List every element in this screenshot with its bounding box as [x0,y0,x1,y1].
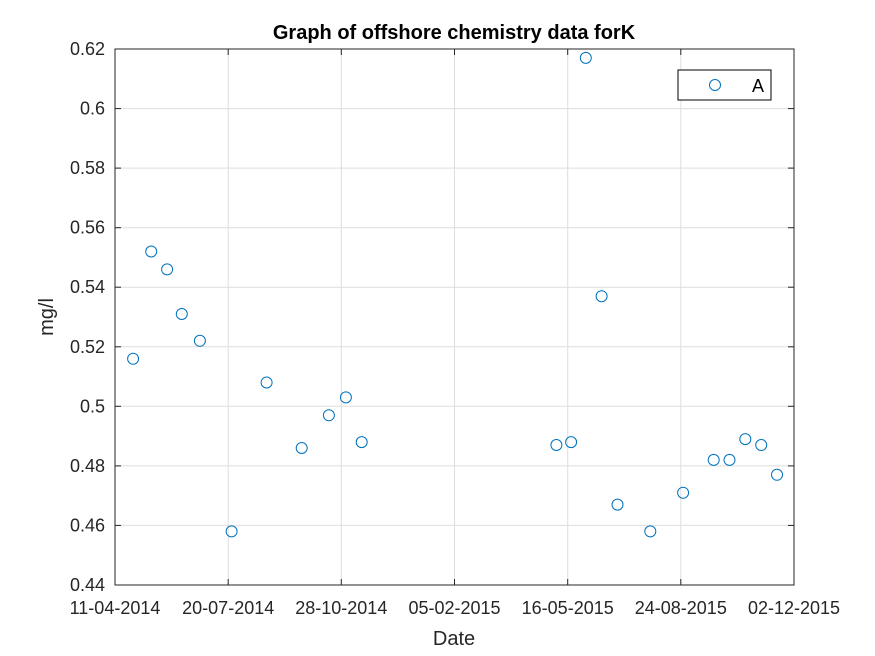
data-point [322,409,335,422]
x-tick-label: 20-07-2014 [182,598,274,618]
data-point [145,245,158,258]
data-point [565,436,578,449]
data-point [644,525,657,538]
data-point [595,290,608,303]
y-axis-label: mg/l [36,298,58,336]
chart-title: Graph of offshore chemistry data forK [273,22,636,44]
y-tick-label: 0.56 [70,218,105,238]
data-point [550,439,563,451]
x-tick-label: 16-05-2015 [522,598,614,618]
y-tick-label: 0.52 [70,337,105,357]
y-tick-label: 0.48 [70,456,105,476]
y-tick-label: 0.44 [70,575,105,595]
data-point [579,51,592,64]
y-tick-label: 0.54 [70,277,105,297]
data-point [739,433,752,446]
y-tick-label: 0.5 [80,396,105,416]
data-point [723,453,736,466]
data-point [771,468,783,481]
x-tick-label: 11-04-2014 [70,598,161,618]
axis-ticks: 11-04-2014 20-07-2014 28-10-2014 05-02-2015… [70,39,840,618]
data-point [193,334,206,347]
data-point [355,436,368,449]
legend: A [677,69,772,101]
y-tick-label: 0.62 [70,39,105,59]
data-point [755,439,768,451]
data-point [339,391,352,404]
x-tick-label: 02-12-2015 [748,598,840,618]
y-tick-label: 0.58 [70,158,105,178]
legend-label: A [752,76,764,96]
data-point [161,263,174,276]
x-axis-label: Date [433,628,475,650]
data-point [260,376,273,389]
legend-marker [709,79,721,91]
x-tick-label: 05-02-2015 [408,598,500,618]
data-point [175,308,188,320]
x-tick-label: 28-10-2014 [295,598,387,618]
y-tick-label: 0.6 [80,99,105,119]
data-point [295,442,308,454]
data-point [677,486,690,499]
data-point [127,352,140,365]
data-point [707,453,720,466]
legend-box [677,69,772,101]
y-tick-label: 0.46 [70,515,105,535]
data-points [127,51,783,538]
x-tick-label: 24-08-2015 [635,598,727,618]
data-point [225,525,238,538]
data-point [611,498,624,511]
